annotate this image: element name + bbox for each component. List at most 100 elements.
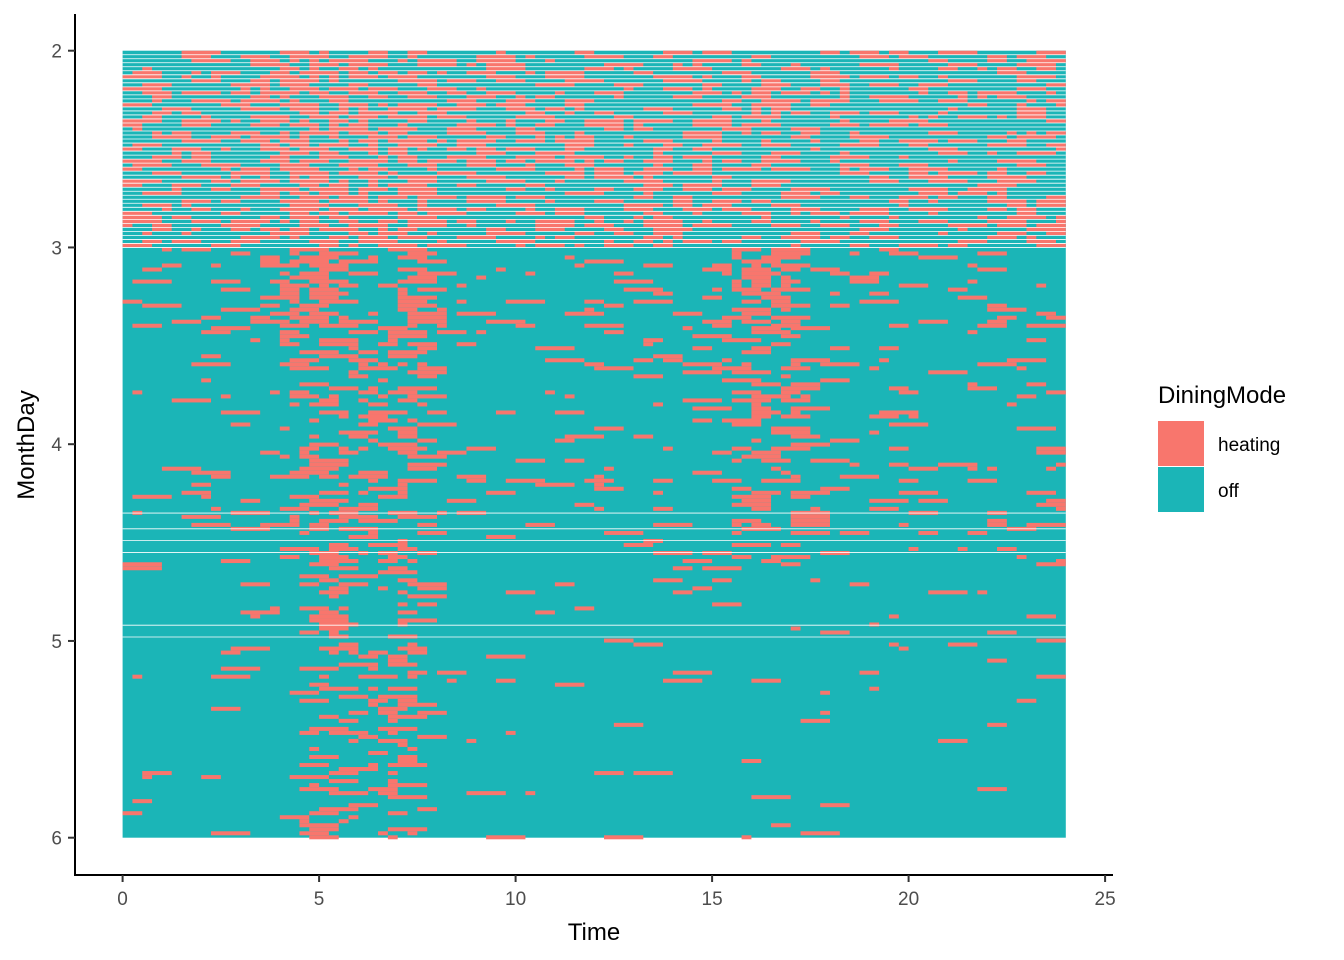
heating-tile (466, 159, 496, 164)
heating-tile (564, 102, 585, 107)
heating-tile (653, 551, 693, 556)
heating-tile (387, 74, 418, 79)
heating-tile (171, 398, 212, 403)
heating-tile (368, 66, 379, 71)
heating-tile (358, 398, 369, 403)
heating-tile (417, 62, 457, 67)
heating-tile (721, 358, 732, 363)
heating-tile (309, 726, 349, 731)
heating-tile (741, 235, 762, 240)
heating-tile (378, 791, 398, 796)
y-tick-label: 3 (51, 238, 62, 259)
heating-tile (771, 430, 811, 435)
heating-tile (554, 582, 575, 587)
heating-tile (181, 175, 221, 180)
heating-tile (319, 243, 339, 248)
heating-tile (721, 167, 762, 172)
heating-tile (289, 247, 329, 252)
heating-tile (289, 394, 320, 399)
heating-tile (545, 58, 555, 63)
heating-tile (662, 86, 693, 91)
heating-tile (269, 474, 310, 479)
heating-tile (731, 279, 742, 284)
heating-tile (938, 462, 978, 467)
heating-tile (741, 311, 772, 316)
heating-tile (554, 410, 585, 415)
heating-tile (387, 151, 408, 156)
heating-tile (211, 74, 221, 79)
heating-tile (417, 207, 457, 212)
heating-tile (289, 494, 320, 499)
heating-tile (879, 410, 919, 415)
heating-tile (702, 50, 732, 55)
heating-tile (977, 590, 988, 595)
heating-tile (407, 94, 437, 99)
heating-tile (957, 239, 988, 244)
heating-tile (191, 470, 231, 475)
heating-tile (397, 159, 418, 164)
heating-tile (279, 78, 320, 83)
heating-tile (378, 551, 398, 556)
heating-tile (682, 239, 713, 244)
heating-tile (564, 175, 585, 180)
heating-tile (407, 394, 447, 399)
heating-tile (417, 203, 428, 208)
heating-tile (898, 283, 929, 288)
heating-tile (643, 219, 683, 224)
heating-tile (309, 827, 339, 832)
heating-tile (456, 183, 477, 188)
heating-tile (1046, 231, 1066, 236)
heating-tile (830, 291, 840, 296)
heating-tile (358, 110, 398, 115)
heating-tile (279, 199, 320, 204)
heating-tile (780, 562, 801, 567)
heating-tile (348, 374, 369, 379)
heating-tile (721, 70, 752, 75)
heating-tile (319, 474, 339, 479)
heating-tile (692, 586, 713, 591)
heating-tile (338, 430, 379, 435)
heating-tile (761, 255, 801, 260)
heating-tile (279, 454, 290, 459)
heating-tile (387, 783, 428, 788)
heating-tile (604, 62, 644, 67)
heating-tile (967, 530, 988, 535)
heating-tile (771, 251, 811, 256)
heating-tile (338, 315, 349, 320)
heating-tile (594, 175, 634, 180)
heating-tile (338, 694, 369, 699)
heating-tile (1036, 50, 1066, 55)
heating-tile (466, 478, 487, 483)
heating-tile (780, 366, 811, 371)
heating-tile (908, 143, 929, 148)
heating-tile (240, 106, 280, 111)
heating-tile (348, 114, 379, 119)
heating-tile (456, 143, 487, 148)
heating-tile (358, 502, 379, 507)
heating-tile (525, 54, 536, 59)
heating-tile (623, 287, 663, 292)
heating-tile (299, 219, 320, 224)
heating-tile (780, 398, 811, 403)
heating-tile (780, 542, 801, 547)
heating-tile (741, 58, 752, 63)
heating-tile (152, 98, 162, 103)
heating-tile (751, 678, 781, 683)
heating-tile (702, 295, 722, 300)
heating-tile (888, 462, 909, 467)
heating-tile (780, 386, 821, 391)
heating-tile (358, 734, 379, 739)
heating-tile (751, 263, 762, 268)
heating-tile (181, 74, 192, 79)
heating-tile (751, 279, 772, 284)
heating-tile (633, 771, 673, 776)
heating-tile (250, 135, 290, 140)
heating-tile (387, 795, 428, 800)
heating-tile (1016, 86, 1047, 91)
heating-tile (1026, 338, 1047, 343)
heating-tile (653, 291, 673, 296)
heating-tile (319, 338, 359, 343)
heating-tile (378, 394, 388, 399)
heating-tile (751, 199, 772, 204)
heating-tile (662, 110, 693, 115)
